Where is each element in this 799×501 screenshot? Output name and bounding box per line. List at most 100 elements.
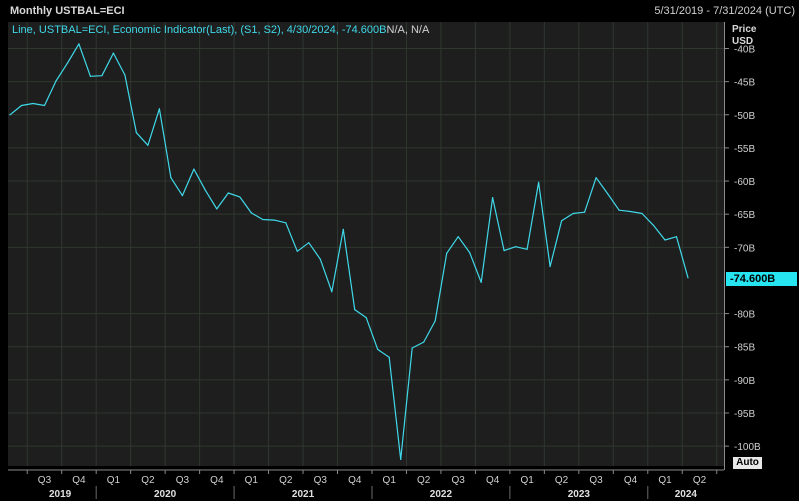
x-quarter-label: Q4 <box>72 475 86 486</box>
data-point <box>308 242 310 244</box>
y-tick-label: -45B <box>734 78 755 89</box>
data-point <box>124 74 126 76</box>
data-point <box>538 181 540 183</box>
y-tick-label: -70B <box>734 243 755 254</box>
price-label: Price <box>732 24 757 35</box>
data-point <box>629 210 632 213</box>
data-point <box>331 291 333 293</box>
x-quarter-label: Q4 <box>486 475 500 486</box>
data-point <box>250 212 252 214</box>
title-bar: Monthly USTBAL=ECI 5/31/2019 - 7/31/2024… <box>0 0 799 22</box>
x-quarter-label: Q3 <box>451 475 465 486</box>
auto-scale-button[interactable]: Auto <box>733 457 762 469</box>
x-quarter-label: Q1 <box>520 475 534 486</box>
x-year-label: 2021 <box>292 489 315 500</box>
x-quarter-label: Q3 <box>589 475 603 486</box>
x-year-label: 2019 <box>49 489 72 500</box>
data-point <box>411 347 413 349</box>
y-tick-label: -90B <box>734 376 755 387</box>
y-tick-label: -55B <box>734 144 755 155</box>
x-quarter-label: Q2 <box>417 475 431 486</box>
data-point <box>583 211 586 213</box>
data-point <box>365 316 367 319</box>
data-point <box>135 132 138 134</box>
y-tick-label: -65B <box>734 210 755 221</box>
data-point <box>560 220 563 222</box>
y-tick-label: -40B <box>734 45 755 56</box>
data-point <box>89 75 92 77</box>
x-quarter-label: Q3 <box>176 475 190 486</box>
x-quarter-label: Q2 <box>693 475 707 486</box>
data-point <box>112 52 115 54</box>
data-point <box>526 248 528 250</box>
data-point <box>549 265 551 268</box>
x-quarter-label: Q1 <box>383 475 397 486</box>
data-point <box>216 208 218 210</box>
data-point <box>170 177 172 179</box>
data-point <box>687 277 689 279</box>
data-point <box>503 250 505 252</box>
data-point <box>101 75 103 77</box>
data-point <box>55 80 57 82</box>
data-point <box>158 108 160 110</box>
x-year-label: 2020 <box>154 489 177 500</box>
y-tick-label: -50B <box>734 111 755 122</box>
data-point <box>239 196 241 198</box>
data-point <box>457 236 459 238</box>
data-point <box>480 281 482 284</box>
data-point <box>43 104 46 107</box>
data-point <box>515 246 517 248</box>
data-point <box>400 458 402 460</box>
y-tick-label: -85B <box>734 343 755 354</box>
data-point <box>78 43 80 45</box>
data-point <box>618 209 620 211</box>
x-quarter-label: Q3 <box>314 475 328 486</box>
data-point <box>32 102 34 105</box>
x-quarter-label: Q1 <box>245 475 259 486</box>
data-point <box>423 341 425 343</box>
data-point <box>469 252 471 254</box>
data-point <box>388 356 390 358</box>
data-point <box>572 212 574 215</box>
data-point <box>66 62 69 64</box>
y-tick-label: -60B <box>734 177 755 188</box>
data-point <box>675 236 678 238</box>
data-point <box>20 104 23 107</box>
data-point <box>204 189 206 191</box>
data-point <box>227 192 229 194</box>
chart-title: Monthly USTBAL=ECI <box>10 5 125 17</box>
data-point <box>193 168 195 170</box>
data-point <box>273 219 275 221</box>
data-point <box>9 114 11 116</box>
data-point <box>377 348 379 350</box>
legend-na: N/A, N/A <box>386 24 430 36</box>
x-year-label: 2024 <box>675 489 698 500</box>
data-point <box>262 218 264 221</box>
data-point <box>641 212 643 215</box>
series-line <box>9 43 689 460</box>
x-year-label: 2022 <box>430 489 453 500</box>
data-point <box>652 224 655 227</box>
currency-label: USD <box>732 36 754 47</box>
data-point <box>595 177 597 179</box>
data-point <box>664 239 666 241</box>
x-quarter-label: Q3 <box>38 475 52 486</box>
x-quarter-label: Q4 <box>624 475 638 486</box>
data-point <box>319 258 321 260</box>
price-axis-header: Price USD <box>732 24 756 48</box>
last-value-badge: -74.600B <box>726 272 797 286</box>
x-quarter-label: Q1 <box>107 475 121 486</box>
data-point <box>342 228 344 231</box>
x-quarter-label: Q1 <box>658 475 672 486</box>
x-quarter-label: Q2 <box>279 475 293 486</box>
data-point <box>492 197 494 199</box>
x-year-label: 2023 <box>568 489 591 500</box>
data-point <box>147 144 149 146</box>
data-point <box>296 250 298 252</box>
y-tick-label: -95B <box>734 409 755 420</box>
date-range: 5/31/2019 - 7/31/2024 (UTC) <box>654 5 795 17</box>
plot-background <box>8 22 724 466</box>
data-point <box>181 195 183 197</box>
